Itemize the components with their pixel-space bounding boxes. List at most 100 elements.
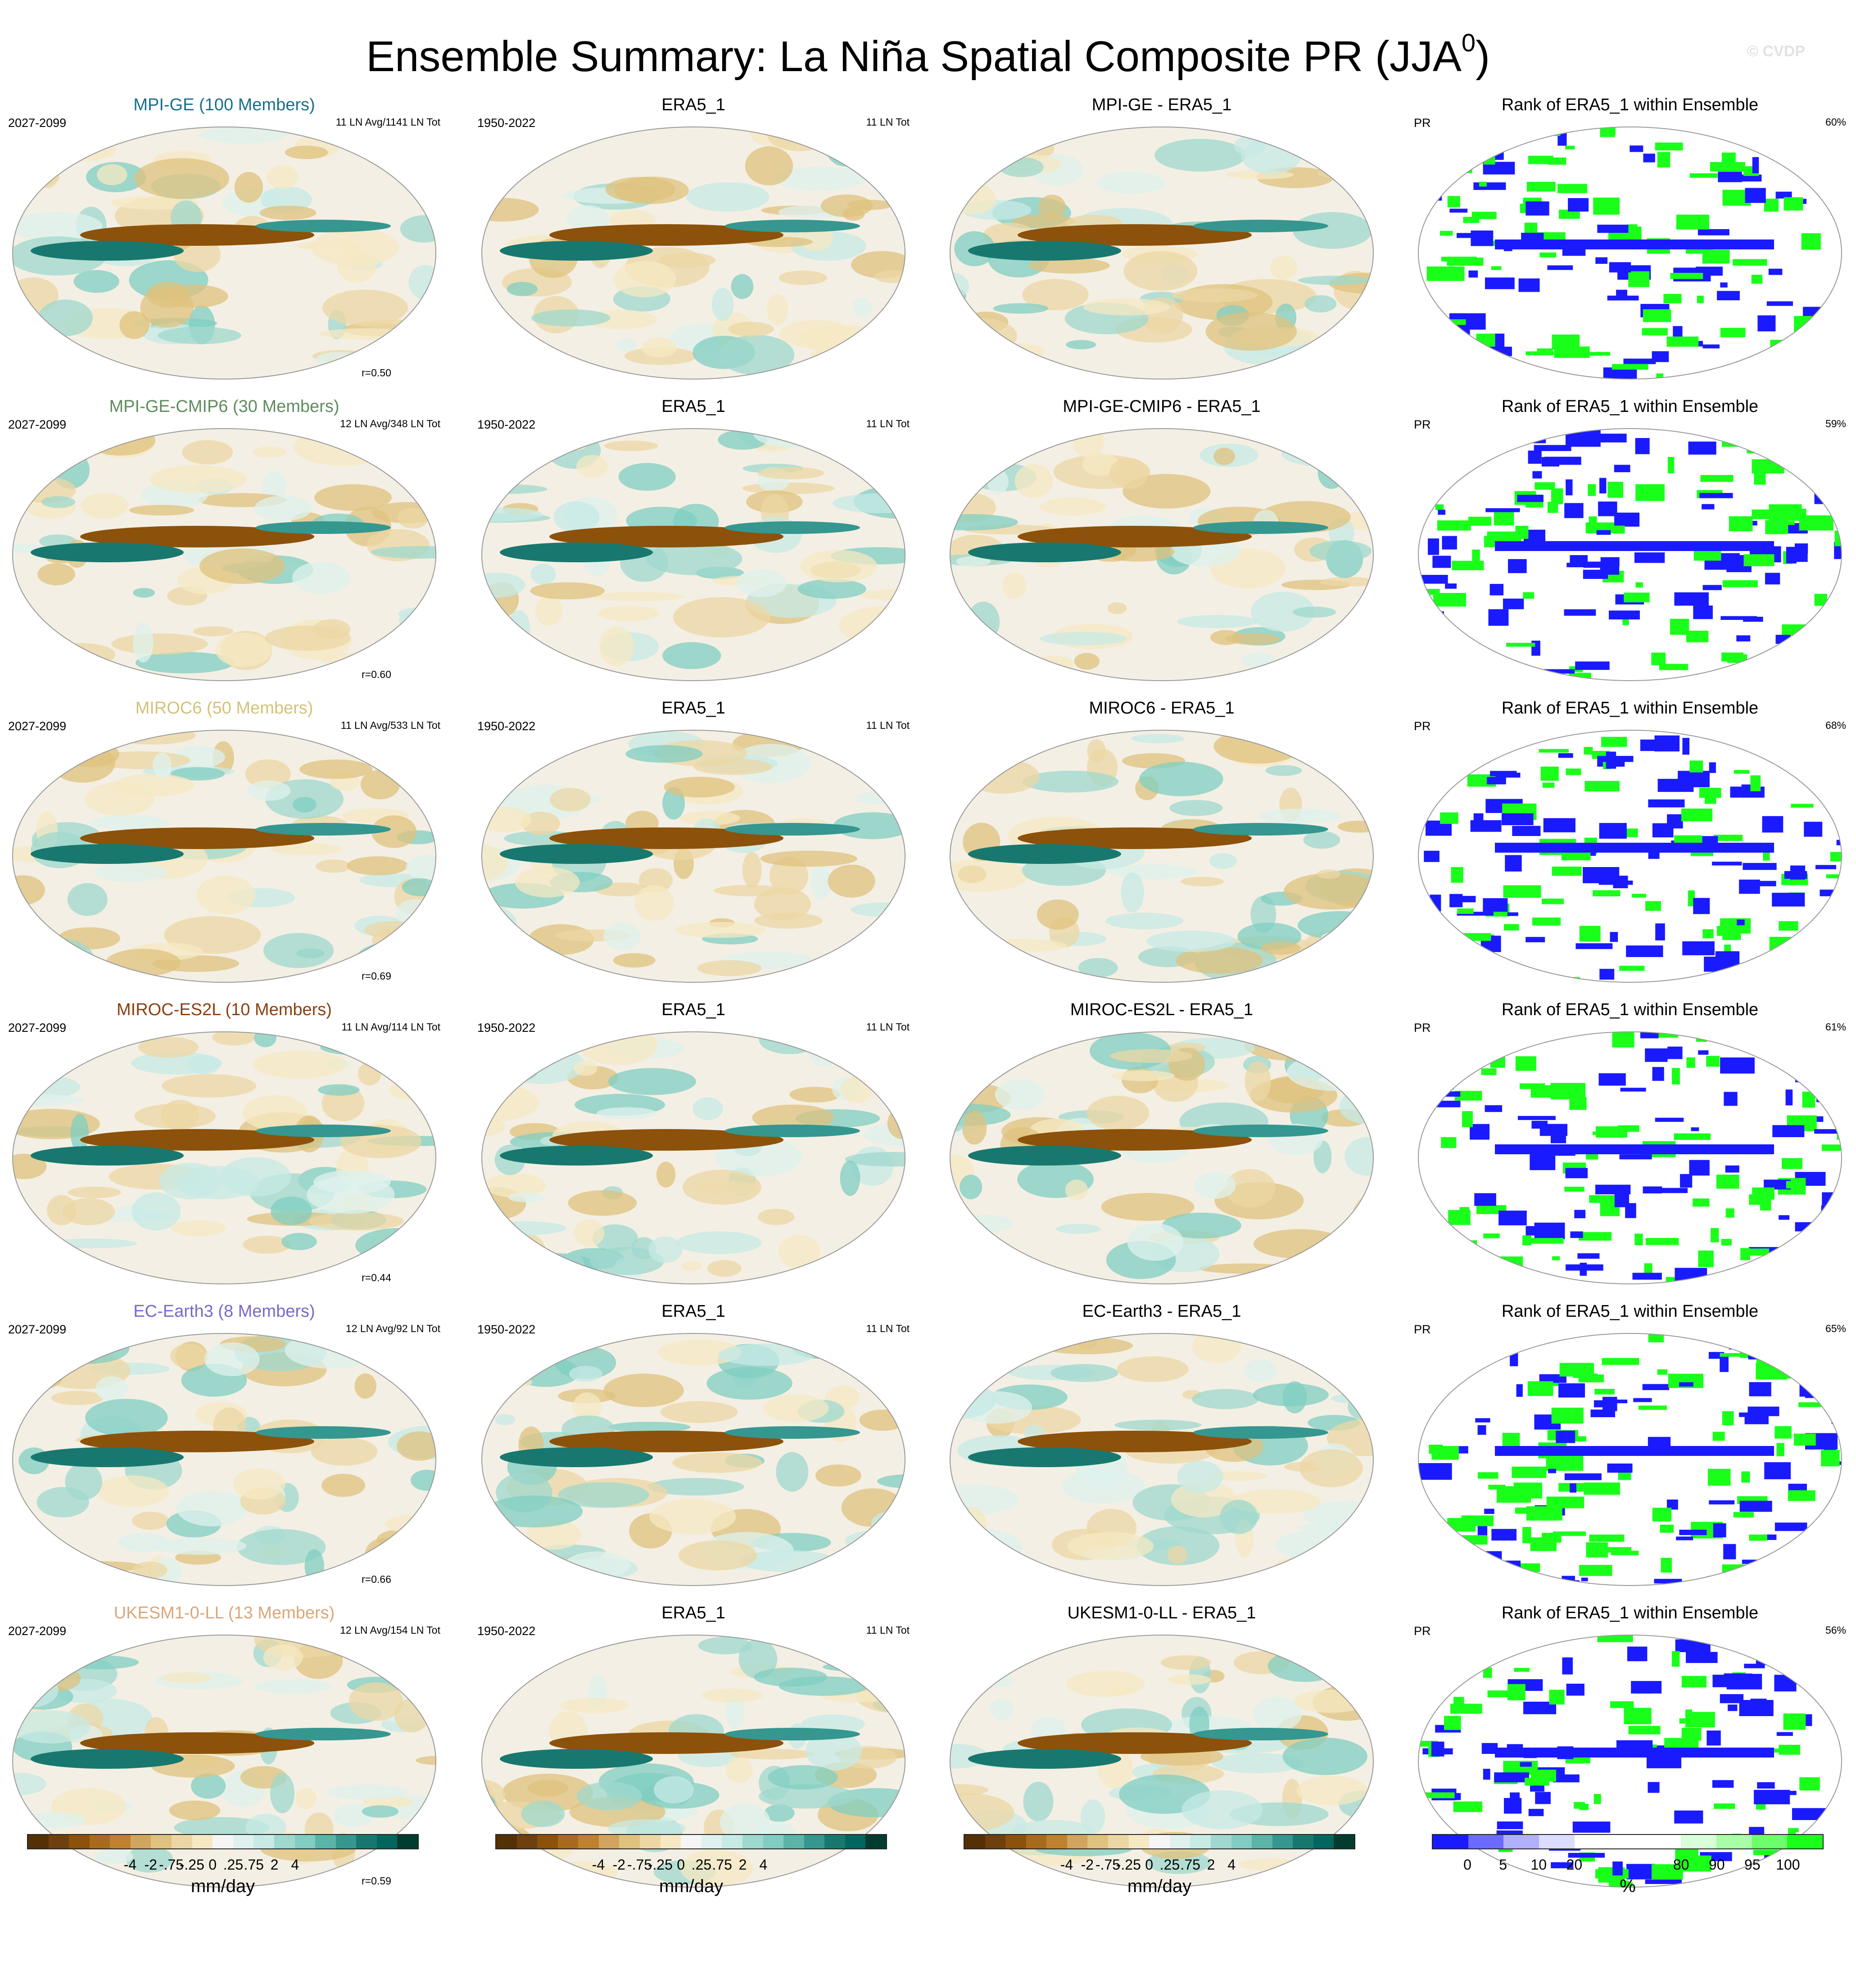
rank-variable: PR bbox=[1414, 1624, 1431, 1638]
colorbar-swatch bbox=[824, 1835, 845, 1848]
colorbar-swatch bbox=[1046, 1835, 1067, 1848]
pr-colorbar bbox=[495, 1834, 887, 1849]
obs-title: ERA5_1 bbox=[661, 397, 725, 416]
colorbar-tick-label: -4 bbox=[123, 1857, 137, 1873]
model-period: 2027-2099 bbox=[8, 1624, 67, 1638]
rank-title: Rank of ERA5_1 within Ensemble bbox=[1501, 699, 1759, 718]
pattern-correlation: r=0.50 bbox=[362, 367, 391, 379]
colorbar-tick-label: .75 bbox=[712, 1857, 732, 1873]
colorbar-swatch bbox=[1433, 1835, 1468, 1848]
colorbar-unit: mm/day bbox=[659, 1876, 724, 1896]
colorbar-swatch bbox=[151, 1835, 172, 1848]
colorbar-tick-label: -.25 bbox=[179, 1857, 204, 1873]
colorbar-tick-label: -4 bbox=[1060, 1857, 1073, 1873]
colorbar-tick-label: -4 bbox=[592, 1857, 605, 1873]
colorbar-swatch bbox=[89, 1835, 110, 1848]
rank-variable: PR bbox=[1414, 116, 1431, 130]
panel-model-2: MPI-GE-CMIP6 (30 Members) 2027-2099 12 LN … bbox=[8, 396, 440, 684]
precip-map bbox=[950, 428, 1374, 681]
colorbar-swatch bbox=[1334, 1835, 1354, 1848]
rank-map bbox=[1418, 428, 1842, 681]
pattern-correlation: r=0.59 bbox=[362, 1875, 391, 1887]
precip-map bbox=[481, 428, 905, 681]
colorbar-swatch bbox=[48, 1835, 69, 1848]
colorbar-swatch bbox=[964, 1835, 985, 1848]
model-title: UKESM1-0-LL (13 Members) bbox=[113, 1604, 335, 1622]
panel-obs-1: ERA5_1 1950-2022 11 LN Tot bbox=[477, 95, 910, 383]
rank-percent: 60% bbox=[1825, 116, 1846, 128]
colorbar-tick-label: .75 bbox=[1180, 1857, 1200, 1873]
rank-variable: PR bbox=[1414, 719, 1431, 733]
colorbar-swatch bbox=[1752, 1835, 1788, 1848]
colorbar-tick-label: 0 bbox=[1145, 1857, 1153, 1873]
rank-map bbox=[1418, 730, 1842, 983]
colorbar-swatch bbox=[254, 1835, 274, 1848]
colorbar-swatch bbox=[865, 1835, 886, 1848]
colorbar-tick-label: .25 bbox=[691, 1857, 712, 1873]
colorbar-swatch bbox=[619, 1835, 640, 1848]
colorbar-tick-label: 5 bbox=[1499, 1857, 1507, 1873]
colorbar-swatch bbox=[274, 1835, 295, 1848]
obs-title: ERA5_1 bbox=[661, 1302, 725, 1321]
panel-model-4: MIROC-ES2L (10 Members) 2027-2099 11 LN Av… bbox=[8, 999, 440, 1288]
precip-map bbox=[950, 1333, 1374, 1586]
colorbar-unit: % bbox=[1620, 1876, 1636, 1896]
colorbar-swatch bbox=[1026, 1835, 1047, 1848]
precip-map bbox=[12, 127, 436, 380]
colorbar-tick-label: .25 bbox=[223, 1857, 244, 1873]
colorbar-swatch bbox=[1539, 1835, 1575, 1848]
precip-map bbox=[950, 127, 1374, 380]
panel-rank-2: Rank of ERA5_1 within Ensemble PR 59% bbox=[1414, 396, 1846, 684]
rank-map bbox=[1418, 127, 1842, 380]
model-title: EC-Earth3 (8 Members) bbox=[133, 1302, 315, 1321]
colorbar-tick-label: 10 bbox=[1530, 1857, 1547, 1873]
obs-title: ERA5_1 bbox=[661, 1000, 725, 1019]
obs-period: 1950-2022 bbox=[477, 1021, 536, 1035]
obs-period: 1950-2022 bbox=[477, 1323, 536, 1336]
obs-title: ERA5_1 bbox=[661, 95, 725, 114]
colorbar-swatch bbox=[1503, 1835, 1539, 1848]
precip-map bbox=[481, 1635, 905, 1888]
colorbar-tick-label: -2 bbox=[1081, 1857, 1094, 1873]
colorbar-swatch bbox=[598, 1835, 620, 1848]
model-period: 2027-2099 bbox=[8, 719, 67, 733]
colorbar-tick-label: 0 bbox=[677, 1857, 685, 1873]
colorbar-tick-label: -2 bbox=[612, 1857, 625, 1873]
colorbar-swatch bbox=[496, 1835, 517, 1848]
rank-percent: 68% bbox=[1825, 719, 1846, 731]
rank-percent: 59% bbox=[1825, 418, 1846, 429]
precip-map bbox=[950, 730, 1374, 983]
panel-obs-5: ERA5_1 1950-2022 11 LN Tot bbox=[477, 1301, 910, 1589]
obs-counts: 11 LN Tot bbox=[866, 1624, 910, 1636]
model-title: MPI-GE (100 Members) bbox=[133, 95, 315, 114]
colorbar-tick-label: 2 bbox=[270, 1857, 279, 1873]
colorbar-tick-label: 20 bbox=[1566, 1857, 1583, 1873]
diff-title: UKESM1-0-LL - ERA5_1 bbox=[1067, 1604, 1256, 1622]
panel-rank-5: Rank of ERA5_1 within Ensemble PR 65% bbox=[1414, 1301, 1846, 1589]
pattern-correlation: r=0.66 bbox=[362, 1573, 391, 1585]
colorbar-swatch bbox=[69, 1835, 90, 1848]
pattern-correlation: r=0.69 bbox=[362, 970, 391, 982]
colorbar-tick-label: 90 bbox=[1708, 1857, 1725, 1873]
panel-model-5: EC-Earth3 (8 Members) 2027-2099 12 LN Avg/… bbox=[8, 1301, 440, 1589]
colorbar-swatch bbox=[213, 1835, 233, 1848]
colorbar-tick-label: 100 bbox=[1776, 1857, 1800, 1873]
colorbar-tick-label: 80 bbox=[1673, 1857, 1689, 1873]
panel-diff-1: MPI-GE - ERA5_1 bbox=[946, 95, 1378, 383]
rank-title: Rank of ERA5_1 within Ensemble bbox=[1501, 397, 1759, 416]
colorbar-unit: mm/day bbox=[190, 1876, 255, 1896]
colorbar-swatch bbox=[376, 1835, 398, 1848]
colorbar-swatch bbox=[1067, 1835, 1088, 1848]
colorbar-tick-label: -.25 bbox=[1116, 1857, 1141, 1873]
colorbar-swatch bbox=[537, 1835, 558, 1848]
colorbar-swatch bbox=[701, 1835, 722, 1848]
pattern-correlation: r=0.44 bbox=[362, 1272, 391, 1283]
rank-percent: 61% bbox=[1825, 1021, 1846, 1033]
model-title: MPI-GE-CMIP6 (30 Members) bbox=[109, 397, 340, 416]
colorbar-tick-label: 0 bbox=[1463, 1857, 1471, 1873]
precip-map bbox=[481, 1031, 905, 1284]
diff-title: MIROC-ES2L - ERA5_1 bbox=[1070, 1000, 1254, 1019]
obs-period: 1950-2022 bbox=[477, 418, 536, 431]
colorbar-swatch bbox=[1610, 1835, 1646, 1848]
rank-variable: PR bbox=[1414, 1021, 1431, 1035]
